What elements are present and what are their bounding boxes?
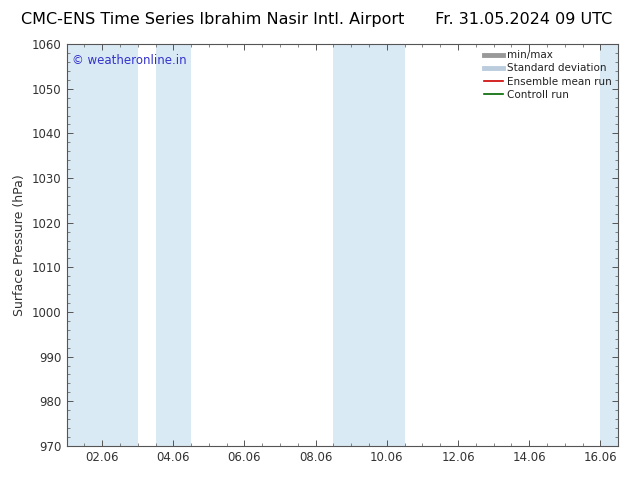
Y-axis label: Surface Pressure (hPa): Surface Pressure (hPa) — [13, 174, 27, 316]
Bar — [600, 44, 618, 446]
Bar — [333, 44, 404, 446]
Text: © weatheronline.in: © weatheronline.in — [72, 54, 186, 67]
Text: CMC-ENS Time Series Ibrahim Nasir Intl. Airport      Fr. 31.05.2024 09 UTC: CMC-ENS Time Series Ibrahim Nasir Intl. … — [22, 12, 612, 27]
Bar — [155, 44, 191, 446]
Bar — [67, 44, 138, 446]
Legend: min/max, Standard deviation, Ensemble mean run, Controll run: min/max, Standard deviation, Ensemble me… — [480, 46, 616, 104]
